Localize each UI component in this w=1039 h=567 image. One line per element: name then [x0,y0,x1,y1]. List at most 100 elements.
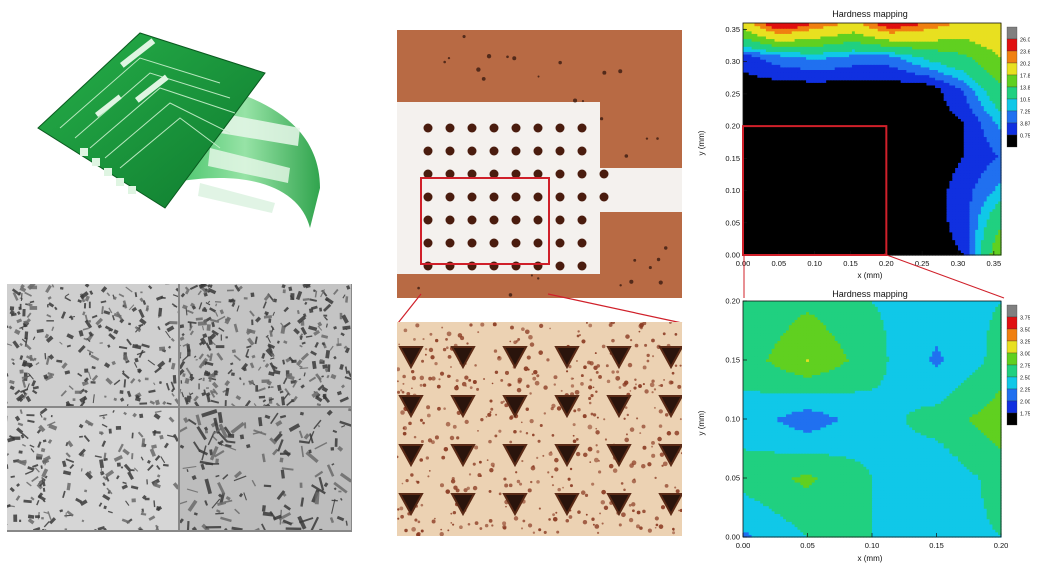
indent-mark [511,215,521,225]
heatmap-plot-area [743,301,1002,538]
indent-mark [423,123,433,133]
indent-mark [555,215,565,225]
indent-mark [423,261,433,271]
x-tick-label: 0.00 [736,259,751,268]
indent-mark [606,346,632,370]
indent-mark [511,169,521,179]
colorbar-label: 2.000 [1020,400,1030,406]
indent-mark [450,444,476,468]
indent-mark [554,444,580,468]
indent-mark [606,395,632,419]
indent-mark [423,169,433,179]
indent-mark [489,238,499,248]
microstructure-micrographs [7,284,352,532]
colorbar-label: 3.000 [1020,352,1030,358]
indent-mark [467,192,477,202]
indent-mark [511,261,521,271]
colorbar-swatch [1006,364,1018,378]
x-tick-label: 0.05 [800,541,815,550]
colorbar-swatch [1006,352,1018,366]
indent-mark [511,146,521,156]
indentation-array-image [397,30,682,298]
colorbar-swatch [1006,388,1018,402]
colorbar-label: 0.7500 [1020,134,1030,140]
indent-mark [533,123,543,133]
indent-mark [467,169,477,179]
micrograph-top-left [7,284,178,406]
indent-mark [511,238,521,248]
colorbar-swatch [1006,50,1018,64]
indent-mark [577,238,587,248]
colorbar-label: 20.25 [1020,62,1030,68]
hardness-map-zoom: Hardness mapping 0.00 0.05 0.10 0.15 0.20 0.0… [697,289,1030,563]
y-axis-label: y (mm) [697,410,706,435]
y-tick-label: 0.15 [725,356,740,365]
y-tick-label: 0.35 [725,25,740,34]
colorbar-label: 17.88 [1020,74,1030,80]
y-tick-label: 0.10 [725,415,740,424]
colorbar-swatch [1006,74,1018,88]
colorbar-swatch [1006,412,1018,426]
highlight-region-box [742,125,888,256]
x-tick-label: 0.20 [994,541,1009,550]
indent-mark [489,123,499,133]
indent-mark [467,215,477,225]
indent-mark [658,346,682,370]
colorbar-swatch [1006,134,1018,148]
x-tick-label: 0.25 [915,259,930,268]
indent-mark [533,238,543,248]
indent-mark [423,146,433,156]
zoom-highlight-box [420,177,550,265]
colorbar-swatch [1006,122,1018,136]
indent-mark [599,192,609,202]
y-tick-label: 0.15 [725,154,740,163]
colorbar-legend: 3.750 3.500 3.250 3.000 2.750 2.500 2.250 2.000… [1006,304,1030,426]
indent-mark [511,123,521,133]
colorbar-swatch [1006,376,1018,390]
indent-mark [555,146,565,156]
hardness-map-full: Hardness mapping 0.00 0.05 0.10 0.15 0.20 0.2… [697,9,1030,280]
flexible-pcb-photo [20,18,335,243]
indent-mark [467,146,477,156]
x-tick-label: 0.10 [807,259,822,268]
colorbar-label: 2.500 [1020,376,1030,382]
chart-title: Hardness mapping [832,9,908,19]
indent-mark [502,346,528,370]
colorbar-label: 26.00 [1020,38,1030,44]
indentation-zoom-image [397,322,682,536]
y-tick-label: 0.10 [725,186,740,195]
y-tick-label: 0.25 [725,89,740,98]
y-tick-label: 0.20 [725,122,740,131]
indent-mark [445,261,455,271]
colorbar-swatch [1006,316,1018,330]
colorbar-swatch [1006,328,1018,342]
y-tick-label: 0.20 [725,297,740,306]
indent-mark [577,146,587,156]
x-tick-label: 0.20 [879,259,894,268]
colorbar-label: 2.750 [1020,364,1030,370]
indent-mark [577,123,587,133]
indent-mark [489,215,499,225]
indent-mark [554,395,580,419]
indent-mark [555,123,565,133]
indent-mark [502,493,528,517]
indent-mark [577,192,587,202]
indent-mark [511,192,521,202]
x-tick-label: 0.05 [772,259,787,268]
indent-mark [577,261,587,271]
indent-mark [489,192,499,202]
indent-mark [577,169,587,179]
x-tick-label: 0.15 [929,541,944,550]
indent-mark [533,261,543,271]
x-tick-label: 0.00 [736,541,751,550]
indent-mark [423,215,433,225]
indent-mark [450,395,476,419]
indent-mark [554,493,580,517]
colorbar-label: 23.63 [1020,50,1030,56]
indent-mark [423,192,433,202]
colorbar-swatch [1006,400,1018,414]
x-tick-label: 0.35 [987,259,1002,268]
map-zoom-connector [743,253,1005,299]
colorbar-swatch [1006,26,1018,40]
indent-mark [489,261,499,271]
